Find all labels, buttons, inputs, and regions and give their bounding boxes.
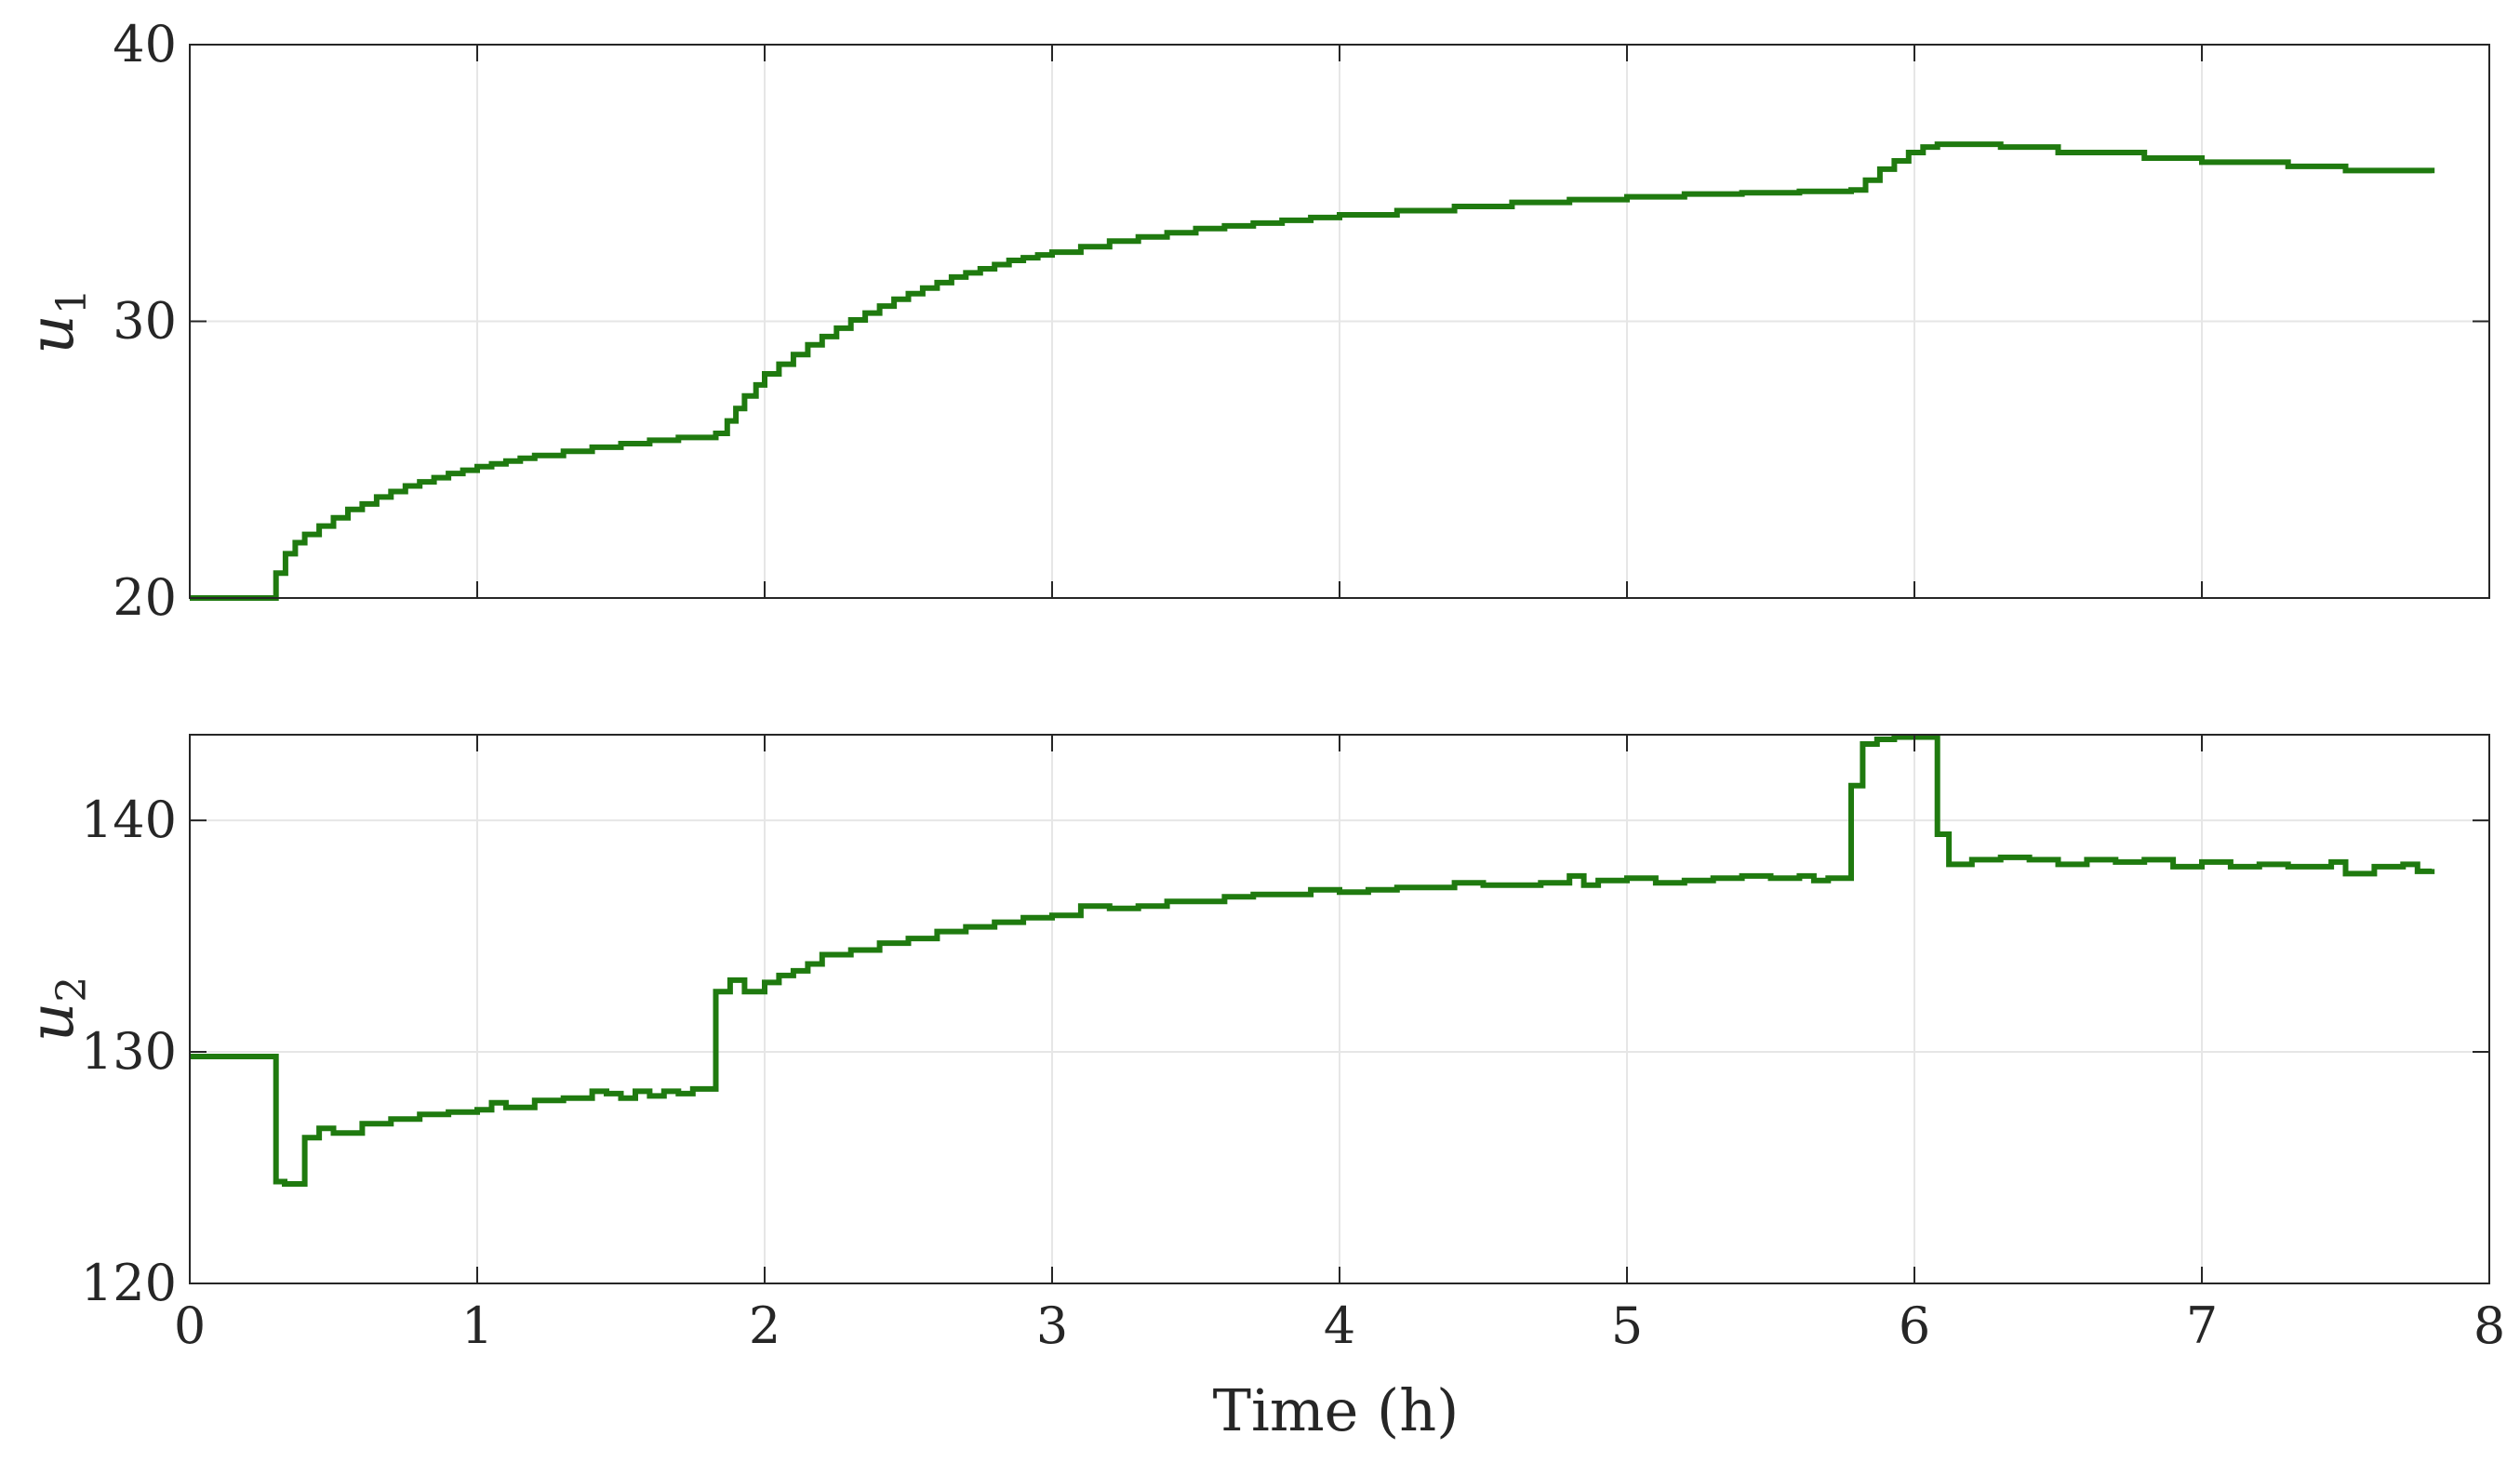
y-axis-label: u1 <box>16 288 96 354</box>
y-axis-label-subscript: 1 <box>48 288 96 314</box>
series-line <box>190 734 2435 1187</box>
x-tick-label: 8 <box>2473 1296 2505 1355</box>
y-tick-label: 140 <box>81 791 177 849</box>
y-axis-label-main: u <box>16 314 87 354</box>
y-tick-label: 120 <box>81 1254 177 1312</box>
x-tick-label: 5 <box>1611 1296 1643 1355</box>
x-tick-label: 6 <box>1899 1296 1930 1355</box>
x-tick-label: 0 <box>174 1296 206 1355</box>
y-tick-label: 130 <box>81 1022 177 1081</box>
series-line <box>190 141 2435 601</box>
y-axis-label-subscript: 2 <box>48 977 96 1003</box>
x-tick-label: 7 <box>2186 1296 2218 1355</box>
x-axis-label: Time (h) <box>1213 1376 1460 1444</box>
y-tick-label: 30 <box>113 292 177 351</box>
y-axis-label-main: u <box>16 1003 87 1043</box>
panel-u1: 20 30 40 u1 <box>16 15 2490 627</box>
y-tick-label: 20 <box>113 568 177 627</box>
x-tick-label: 1 <box>461 1296 493 1355</box>
y-tick-label: 40 <box>113 15 177 73</box>
x-tick-label: 2 <box>749 1296 780 1355</box>
x-tick-label: 4 <box>1324 1296 1355 1355</box>
y-axis-label: u2 <box>16 977 96 1043</box>
x-tick-label: 3 <box>1036 1296 1068 1355</box>
